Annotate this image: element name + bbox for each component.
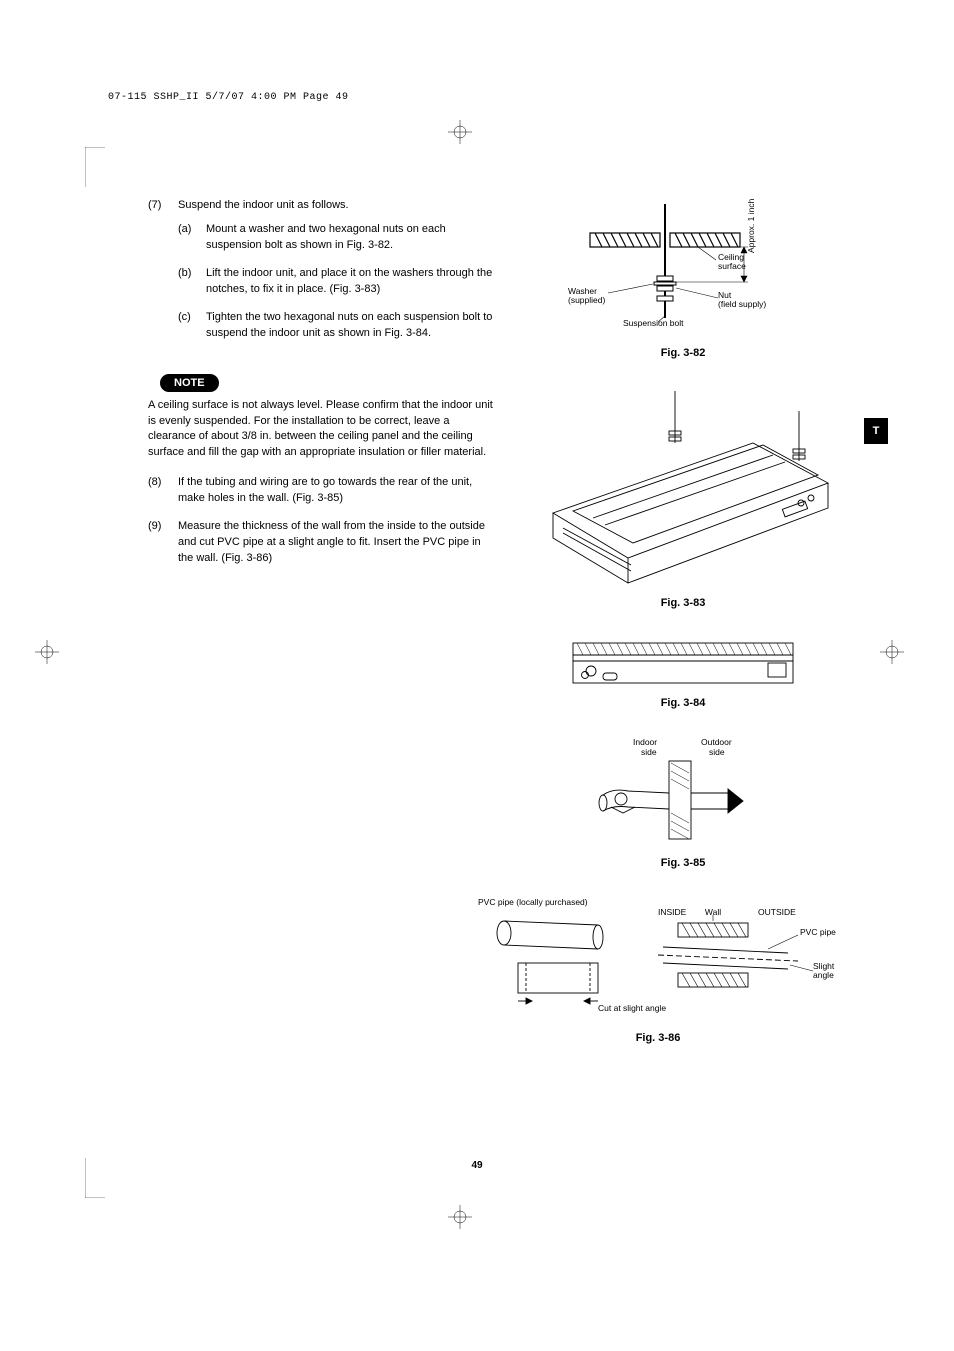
page-number: 49 bbox=[0, 1160, 954, 1171]
diagram-label: Outdoorside bbox=[701, 737, 732, 757]
figure-caption: Fig. 3-82 bbox=[518, 347, 848, 359]
note-text: A ceiling surface is not always level. P… bbox=[148, 398, 498, 462]
diagram-label: Washer(supplied) bbox=[568, 286, 605, 305]
list-item: (c) Tighten the two hexagonal nuts on ea… bbox=[178, 310, 498, 342]
substep-letter: (b) bbox=[178, 266, 206, 298]
diagram-label: PVC pipe (locally purchased) bbox=[478, 897, 588, 907]
crop-mark-icon bbox=[448, 120, 472, 144]
suspension-bolt-diagram-icon: Approx. 1 inch Ceilingsurface Washer(sup… bbox=[548, 198, 818, 338]
list-item: (7) Suspend the indoor unit as follows. … bbox=[148, 198, 498, 354]
text-column: (7) Suspend the indoor unit as follows. … bbox=[148, 198, 498, 1068]
diagram-label: Nut(field supply) bbox=[718, 290, 766, 309]
diagram-label: Cut at slight angle bbox=[598, 1003, 666, 1013]
substep-text: Tighten the two hexagonal nuts on each s… bbox=[206, 310, 498, 342]
print-header: 07-115 SSHP_II 5/7/07 4:00 PM Page 49 bbox=[108, 92, 349, 103]
note-badge: NOTE bbox=[160, 374, 219, 392]
wall-hole-diagram-icon: Indoorside Outdoorside bbox=[573, 733, 793, 848]
step-number: (9) bbox=[148, 519, 178, 567]
crop-mark-icon bbox=[35, 640, 59, 664]
indoor-unit-iso-icon bbox=[533, 383, 833, 588]
crop-mark-icon bbox=[448, 1205, 472, 1229]
figure-caption: Fig. 3-83 bbox=[518, 597, 848, 609]
pvc-pipe-diagram-icon: PVC pipe (locally purchased) INSIDE Wall… bbox=[468, 893, 848, 1023]
diagram-label: PVC pipe bbox=[800, 927, 836, 937]
crop-mark-icon bbox=[880, 640, 904, 664]
substep-text: Lift the indoor unit, and place it on th… bbox=[206, 266, 498, 298]
section-tab: T bbox=[864, 418, 888, 444]
list-item: (9) Measure the thickness of the wall fr… bbox=[148, 519, 498, 567]
page: 07-115 SSHP_II 5/7/07 4:00 PM Page 49 T … bbox=[0, 0, 954, 1351]
substep-letter: (a) bbox=[178, 222, 206, 254]
step-number: (8) bbox=[148, 475, 178, 507]
diagram-label: Suspension bolt bbox=[623, 318, 684, 328]
diagram-label: Indoorside bbox=[633, 737, 657, 757]
step-number: (7) bbox=[148, 198, 178, 354]
figure-3-83: Fig. 3-83 bbox=[518, 383, 848, 609]
diagram-label: OUTSIDE bbox=[758, 907, 796, 917]
diagram-label: INSIDE bbox=[658, 907, 687, 917]
step-text: Suspend the indoor unit as follows. bbox=[178, 199, 349, 211]
figure-3-85: Indoorside Outdoorside bbox=[518, 733, 848, 869]
figure-caption: Fig. 3-84 bbox=[518, 697, 848, 709]
list-item: (b) Lift the indoor unit, and place it o… bbox=[178, 266, 498, 298]
figure-column: Approx. 1 inch Ceilingsurface Washer(sup… bbox=[518, 198, 848, 1068]
corner-mark-icon bbox=[85, 147, 105, 190]
step-text: Measure the thickness of the wall from t… bbox=[178, 519, 498, 567]
diagram-label: Approx. 1 inch bbox=[746, 198, 756, 253]
diagram-label: Ceilingsurface bbox=[718, 252, 746, 271]
list-item: (8) If the tubing and wiring are to go t… bbox=[148, 475, 498, 507]
figure-caption: Fig. 3-85 bbox=[518, 857, 848, 869]
substep-text: Mount a washer and two hexagonal nuts on… bbox=[206, 222, 498, 254]
figure-3-84: Fig. 3-84 bbox=[518, 633, 848, 709]
indoor-unit-front-icon bbox=[563, 633, 803, 688]
step-text: If the tubing and wiring are to go towar… bbox=[178, 475, 498, 507]
figure-3-86: PVC pipe (locally purchased) INSIDE Wall… bbox=[468, 893, 848, 1044]
substep-letter: (c) bbox=[178, 310, 206, 342]
page-content: (7) Suspend the indoor unit as follows. … bbox=[148, 198, 848, 1068]
figure-3-82: Approx. 1 inch Ceilingsurface Washer(sup… bbox=[518, 198, 848, 359]
diagram-label: Slightangle bbox=[813, 961, 835, 980]
figure-caption: Fig. 3-86 bbox=[468, 1032, 848, 1044]
list-item: (a) Mount a washer and two hexagonal nut… bbox=[178, 222, 498, 254]
